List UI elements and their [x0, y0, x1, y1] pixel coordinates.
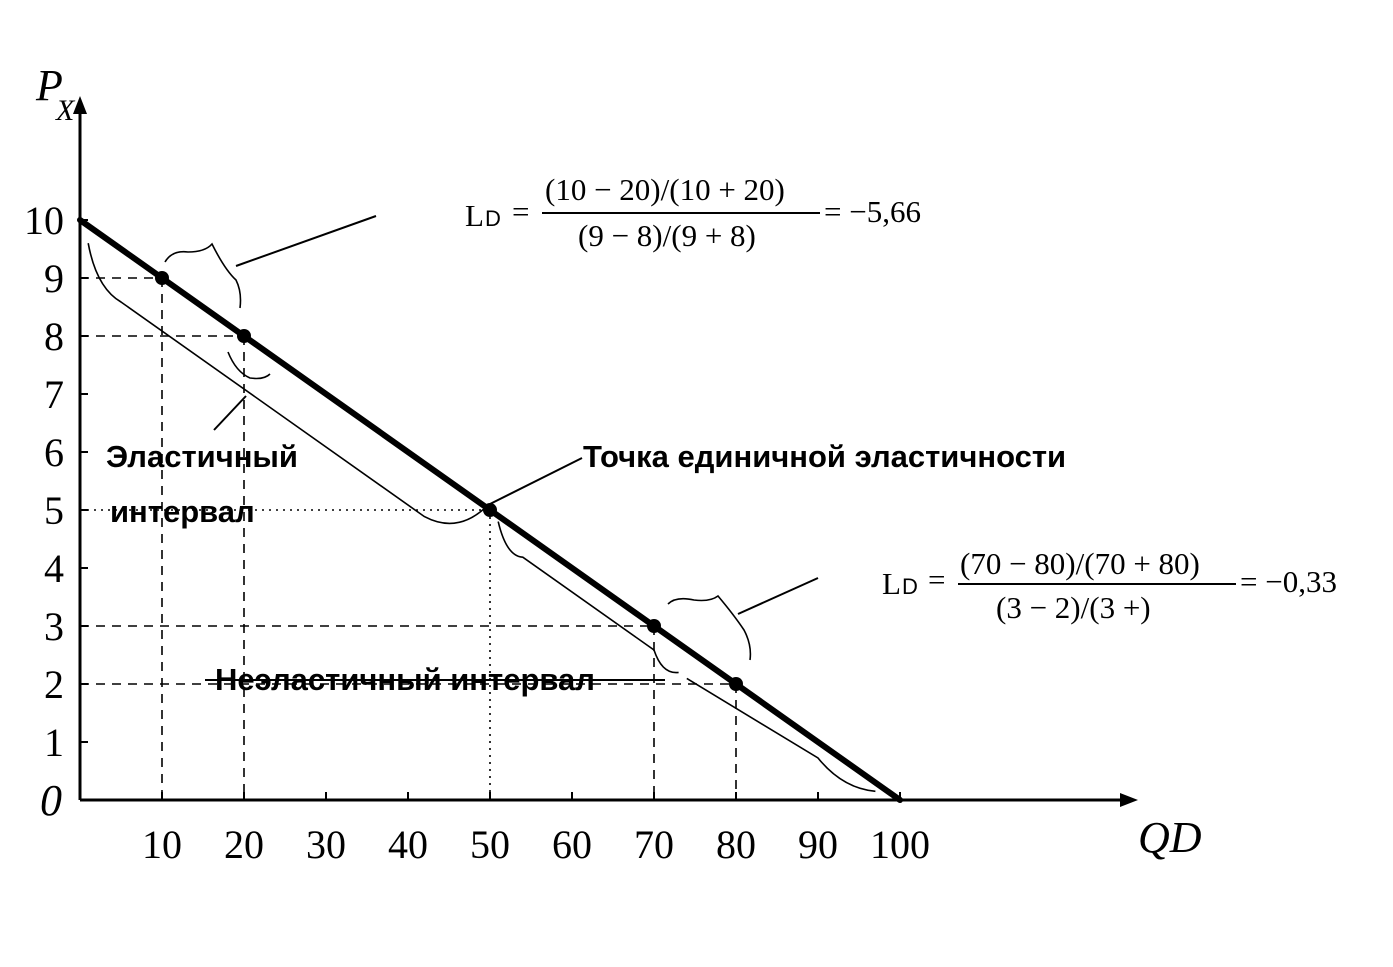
- origin-label: 0: [40, 776, 62, 825]
- formula-1-brace: [164, 242, 242, 309]
- inelastic-interval-bracket-1: [497, 521, 679, 674]
- demand-point: [729, 677, 743, 691]
- formula-2-brace: [667, 594, 752, 661]
- demand-point: [155, 271, 169, 285]
- x-tick-label: 30: [306, 822, 346, 867]
- unit-elasticity-label: Точка единичной эластичности: [583, 439, 1066, 474]
- y-tick-label: 3: [44, 604, 64, 649]
- y-axis-label-sub: X: [55, 94, 76, 127]
- formula-2: L D = (70 − 80)/(70 + 80) (3 − 2)/(3 +) …: [882, 546, 1337, 625]
- formula-1-result: = −5,66: [824, 194, 921, 229]
- formula-1-numerator: (10 − 20)/(10 + 20): [545, 172, 785, 207]
- formula-1-pointer: [235, 215, 377, 267]
- demand-point: [483, 503, 497, 517]
- x-tick-label: 10: [142, 822, 182, 867]
- formula-1-denominator: (9 − 8)/(9 + 8): [578, 218, 756, 253]
- formula-1-eq: =: [512, 194, 529, 229]
- x-tick-label: 20: [224, 822, 264, 867]
- formula-2-numerator: (70 − 80)/(70 + 80): [960, 546, 1200, 581]
- x-tick-label: 70: [634, 822, 674, 867]
- x-tick-label: 80: [716, 822, 756, 867]
- y-tick-label: 6: [44, 430, 64, 475]
- y-tick-label: 8: [44, 314, 64, 359]
- formula-1-lhs-sub: D: [485, 206, 501, 231]
- demand-point: [237, 329, 251, 343]
- formula-2-lhs: L: [882, 566, 901, 601]
- elastic-pointer: [213, 395, 247, 431]
- y-tick-label: 2: [44, 662, 64, 707]
- x-tick-label: 90: [798, 822, 838, 867]
- formula-1: L D = (10 − 20)/(10 + 20) (9 − 8)/(9 + 8…: [465, 172, 921, 253]
- x-axis-arrow: [1120, 793, 1138, 807]
- y-tick-label: 4: [44, 546, 64, 591]
- x-tick-label: 50: [470, 822, 510, 867]
- y-axis-label: P: [35, 61, 63, 110]
- y-tick-label: 1: [44, 720, 64, 765]
- unit-point-pointer: [485, 457, 583, 507]
- elastic-interval-label-line1: Эластичный: [106, 439, 298, 474]
- x-tick-label: 100: [870, 822, 930, 867]
- elastic-interval-bracket: [87, 243, 487, 525]
- inelastic-interval-bracket-2: [686, 677, 876, 793]
- x-tick-label: 40: [388, 822, 428, 867]
- demand-point: [647, 619, 661, 633]
- formula-2-eq: =: [928, 562, 945, 597]
- x-axis-label: QD: [1138, 813, 1202, 862]
- elastic-brace: [227, 351, 271, 380]
- y-tick-label: 10: [24, 198, 64, 243]
- y-tick-label: 7: [44, 372, 64, 417]
- x-tick-label: 60: [552, 822, 592, 867]
- y-tick-label: 5: [44, 488, 64, 533]
- formula-2-result: = −0,33: [1240, 564, 1337, 599]
- formula-2-pointer: [737, 577, 819, 615]
- y-tick-label: 9: [44, 256, 64, 301]
- formula-1-lhs: L: [465, 198, 484, 233]
- formula-2-denominator: (3 − 2)/(3 +): [996, 590, 1151, 625]
- formula-2-lhs-sub: D: [902, 574, 918, 599]
- elastic-interval-label-line2: интервал: [110, 494, 255, 529]
- y-axis-arrow: [73, 96, 87, 114]
